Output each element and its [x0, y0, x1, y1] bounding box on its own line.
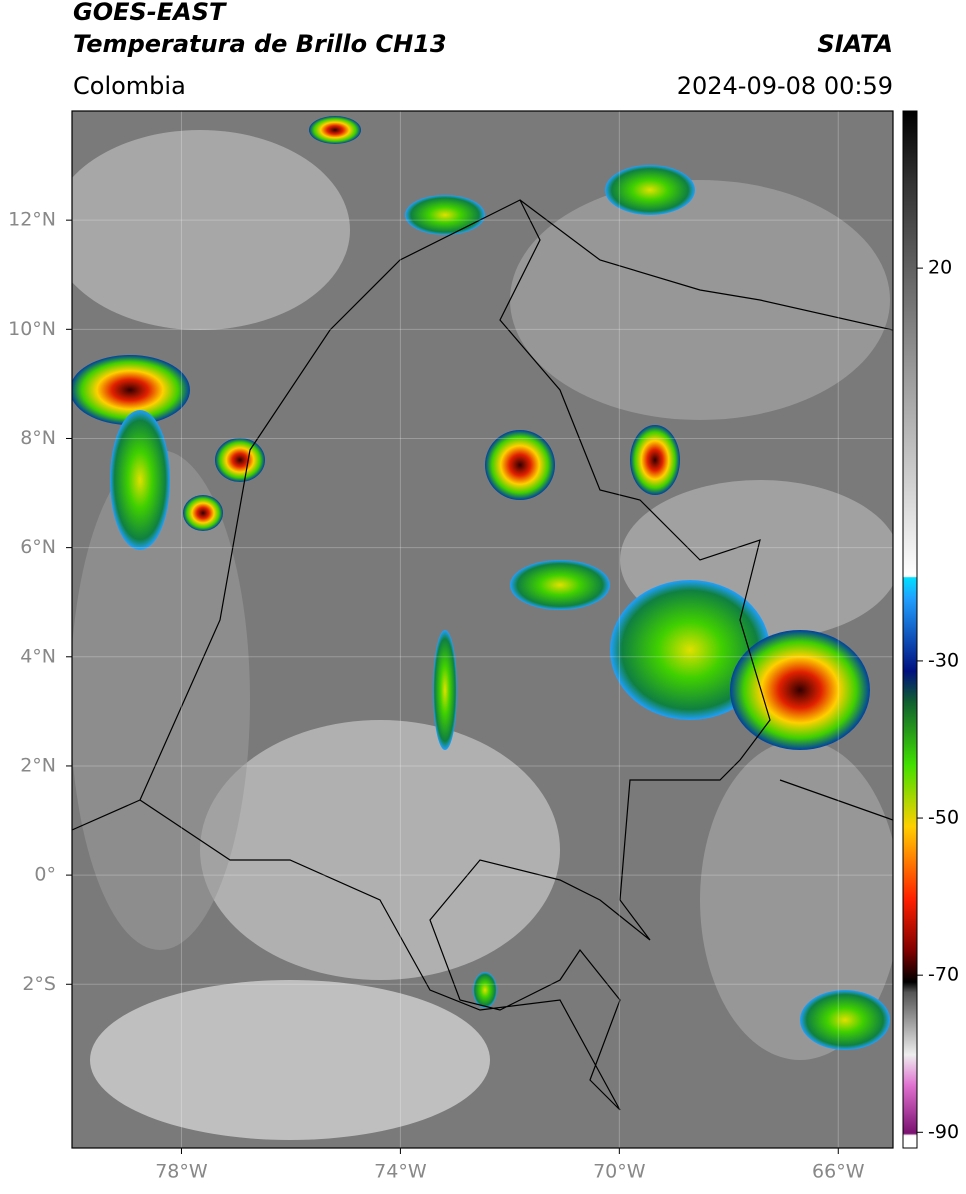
- colorbar-tick-label: -50: [928, 807, 959, 829]
- y-tick-label: 12°N: [8, 209, 56, 231]
- x-tick-label: 66°W: [812, 1161, 865, 1183]
- y-tick-label: 6°N: [20, 536, 56, 558]
- y-tick-label: 0°: [34, 864, 56, 886]
- colorbar-tick-label: -70: [928, 964, 959, 986]
- region: Colombia: [73, 72, 186, 100]
- source: SIATA: [817, 30, 893, 58]
- x-tick-label: 78°W: [155, 1161, 208, 1183]
- y-tick-label: 8°N: [20, 427, 56, 449]
- y-tick-label: 2°N: [20, 754, 56, 776]
- subtitle: Temperatura de Brillo CH13: [73, 30, 447, 58]
- colorbar: [902, 110, 918, 1149]
- y-tick-label: 4°N: [20, 645, 56, 667]
- y-tick-label: 2°S: [22, 973, 56, 995]
- datetime: 2024-09-08 00:59: [677, 72, 893, 100]
- colorbar-tick-label: 20: [928, 257, 952, 279]
- map-frame: [71, 110, 894, 1149]
- x-tick-label: 70°W: [593, 1161, 646, 1183]
- title: GOES-EAST: [73, 0, 227, 26]
- x-tick-label: 74°W: [374, 1161, 427, 1183]
- colorbar-tick-label: -30: [928, 649, 959, 671]
- colorbar-tick-label: -90: [928, 1121, 959, 1143]
- y-tick-label: 10°N: [8, 318, 56, 340]
- satellite-image: [72, 111, 893, 1148]
